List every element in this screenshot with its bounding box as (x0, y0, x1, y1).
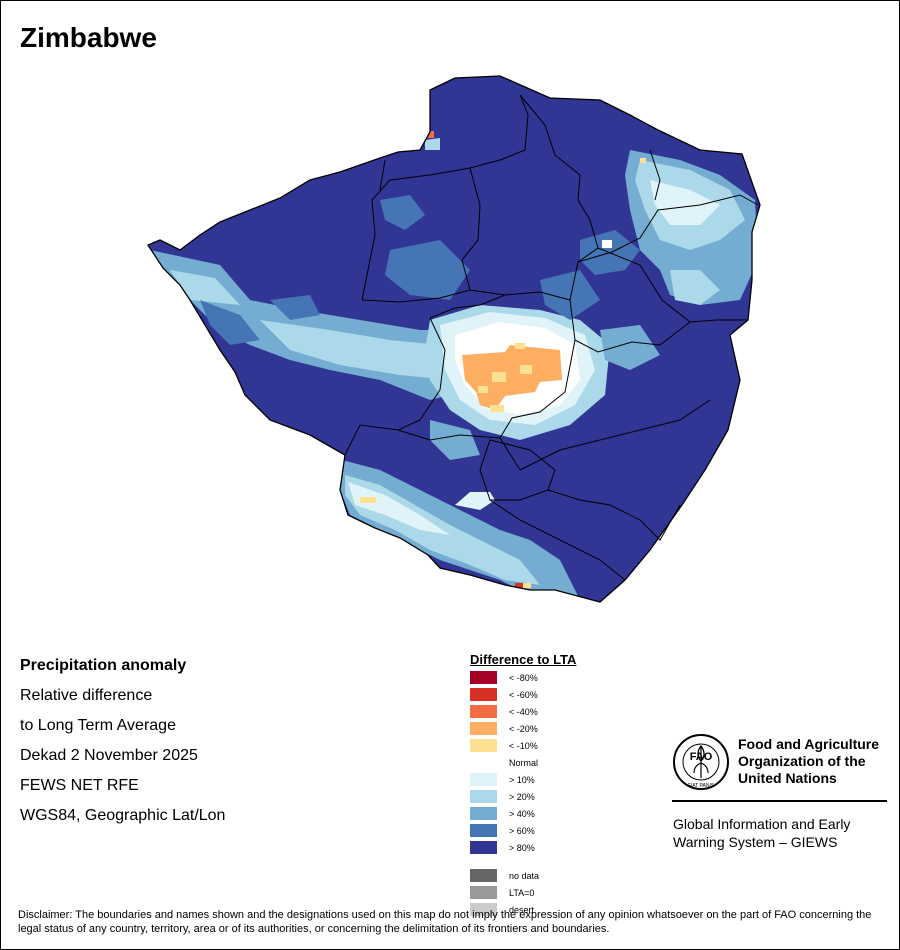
legend-swatch-lt-40 (470, 705, 497, 718)
giews-line-2: Warning System – GIEWS (673, 834, 838, 850)
legend-swatch-gt-40 (470, 807, 497, 820)
fao-name-line-1: Food and Agriculture (738, 736, 880, 752)
giews-name: Global Information and Early Warning Sys… (673, 815, 850, 851)
info-line-source: FEWS NET RFE (20, 777, 139, 794)
legend-label-lta-zero: LTA=0 (509, 888, 535, 898)
legend-label-gt-40: > 40% (509, 809, 535, 819)
legend-swatch-lta-zero (470, 886, 497, 899)
info-line-dekad: Dekad 2 November 2025 (20, 747, 198, 764)
legend-label-gt-80: > 80% (509, 843, 535, 853)
legend-swatch-lt-60 (470, 688, 497, 701)
zimbabwe-map (147, 75, 761, 603)
legend-label-lt-20: < -20% (509, 724, 538, 734)
fao-motto: FIAT PANIS (688, 783, 715, 789)
legend-label-normal: Normal (509, 758, 539, 768)
legend-label-gt-60: > 60% (509, 826, 535, 836)
info-line-relative-difference: Relative difference (20, 687, 153, 704)
info-line-lta: to Long Term Average (20, 717, 176, 734)
precipitation-raster (148, 76, 760, 602)
legend-swatch-lt-80 (470, 671, 497, 684)
legend-label-no-data: no data (509, 871, 540, 881)
fao-name-line-3: United Nations (738, 770, 837, 786)
legend-swatch-desert (470, 903, 497, 916)
legend-swatch-lt-10 (470, 739, 497, 752)
fao-name-line-2: Organization of the (738, 753, 866, 769)
legend-label-gt-10: > 10% (509, 775, 535, 785)
legend-swatch-gt-60 (470, 824, 497, 837)
legend-label-lt-10: < -10% (509, 741, 538, 751)
legend-label-lt-40: < -40% (509, 707, 538, 717)
legend-label-desert: desert (509, 905, 535, 915)
giews-line-1: Global Information and Early (673, 816, 851, 832)
legend-swatch-gt-20 (470, 790, 497, 803)
legend-label-gt-20: > 20% (509, 792, 535, 802)
legend-label-lt-80: < -80% (509, 673, 538, 683)
fao-emblem-letters: FAO (690, 751, 713, 763)
info-heading: Precipitation anomaly (20, 657, 187, 674)
legend-swatch-no-data (470, 869, 497, 882)
map-title: Zimbabwe (20, 22, 157, 53)
legend-swatch-gt-80 (470, 841, 497, 854)
legend-title: Difference to LTA (470, 652, 577, 667)
legend-swatch-lt-20 (470, 722, 497, 735)
info-line-projection: WGS84, Geographic Lat/Lon (20, 807, 226, 824)
legend-swatch-normal (470, 756, 497, 769)
legend-swatch-gt-10 (470, 773, 497, 786)
fao-organization-name: Food and Agriculture Organization of the… (738, 736, 879, 787)
fao-logo-icon: FAO FIAT PANIS (673, 734, 729, 790)
logo-divider (672, 800, 887, 802)
disclaimer-text: Disclaimer: The boundaries and names sho… (18, 909, 872, 935)
legend-label-lt-60: < -60% (509, 690, 538, 700)
admin-boundaries (147, 75, 761, 603)
